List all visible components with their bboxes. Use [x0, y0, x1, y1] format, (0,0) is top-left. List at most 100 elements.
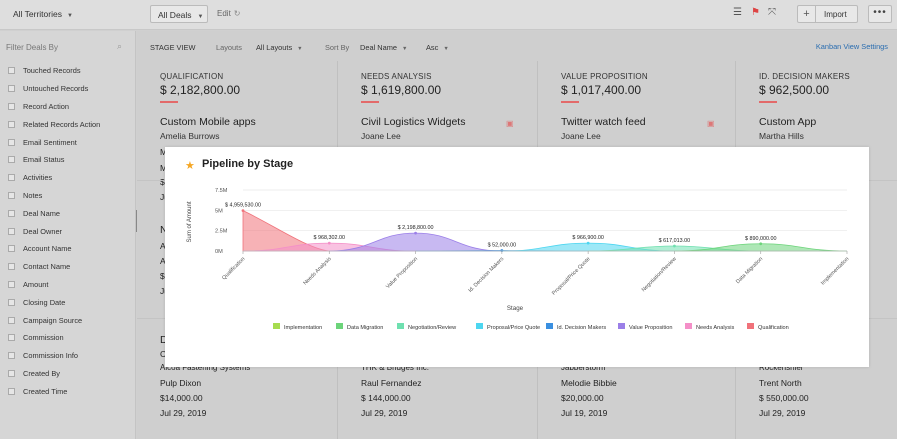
deal-card-contact[interactable]: Joane Lee	[361, 131, 401, 141]
sort-order-dropdown[interactable]: Asc ▼	[426, 43, 449, 52]
stage-amount: $ 962,500.00	[759, 83, 830, 97]
filter-checkbox[interactable]	[8, 369, 15, 377]
deal-card-contact[interactable]: Melodie Bibbie	[561, 378, 617, 388]
filter-item[interactable]: Commission	[8, 329, 100, 347]
filter-checkbox[interactable]	[8, 156, 15, 164]
filter-item[interactable]: Deal Name	[8, 204, 100, 222]
data-label: $ 52,000.00	[488, 243, 516, 249]
calendar-icon[interactable]: ▣	[506, 119, 514, 128]
kanban-view-icon[interactable]: ⚑	[751, 7, 760, 18]
refresh-icon[interactable]: ↻	[233, 9, 241, 18]
x-tick-label: Proposal/Price Quote	[551, 256, 591, 296]
list-view-icon[interactable]: ☰	[733, 7, 742, 18]
stage-name: QUALIFICATION	[160, 72, 224, 81]
filter-checkbox[interactable]	[8, 387, 15, 395]
filter-item[interactable]: Touched Records	[8, 62, 100, 80]
filter-checkbox[interactable]	[8, 209, 15, 217]
filter-item[interactable]: Related Records Action	[8, 115, 100, 133]
deal-card-account[interactable]: Rockenshier	[759, 363, 804, 372]
filter-label: Email Status	[23, 155, 65, 165]
deal-card-amount: $14,000.00	[160, 393, 203, 403]
filter-label: Activities	[23, 173, 53, 183]
sort-field-value: Deal Name	[360, 43, 397, 52]
pipeline-chart: 7.5M 5M 2.5M 0M Sum of Amount $ 4,959,530.00 $…	[187, 188, 850, 331]
chart-view-icon[interactable]: ⤧	[768, 7, 776, 18]
chevron-down-icon: ▼	[197, 14, 204, 20]
filter-label: Untouched Records	[23, 84, 89, 94]
deal-card-contact[interactable]: Joane Lee	[561, 131, 601, 141]
legend-label: Proposal/Price Quote	[487, 325, 540, 331]
filter-checkbox[interactable]	[8, 245, 15, 253]
filter-item[interactable]: Contact Name	[8, 258, 100, 276]
deal-card-title[interactable]: Civil Logistics Widgets	[361, 116, 466, 128]
chevron-down-icon: ▼	[401, 46, 408, 52]
plus-icon[interactable]: +	[798, 6, 816, 22]
deal-card-contact[interactable]: Amelia Burrows	[160, 131, 220, 141]
deal-card-contact[interactable]: Trent North	[759, 378, 802, 388]
filter-item[interactable]: Campaign Source	[8, 311, 100, 329]
territory-dropdown[interactable]: All Territories ▼	[13, 9, 73, 19]
filter-label: Closing Date	[23, 297, 66, 307]
filter-checkbox[interactable]	[8, 67, 15, 75]
filter-item[interactable]: Commission Info	[8, 347, 100, 365]
filter-checkbox[interactable]	[8, 280, 15, 288]
filter-checkbox[interactable]	[8, 316, 15, 324]
deal-card-amount: $ 550,000.00	[759, 393, 809, 403]
filter-item[interactable]: Created By	[8, 365, 100, 383]
y-tick-label: 0M	[215, 249, 223, 255]
kanban-settings-link[interactable]: Kanban View Settings	[815, 42, 888, 51]
data-label: $ 968,302.00	[314, 235, 345, 241]
edit-view-link[interactable]: Edit ↻	[217, 9, 241, 18]
filter-checkbox[interactable]	[8, 298, 15, 306]
filter-checkbox[interactable]	[8, 334, 15, 342]
stage-underline	[160, 101, 178, 103]
filter-checkbox[interactable]	[8, 138, 15, 146]
data-point	[673, 244, 676, 248]
deal-view-dropdown[interactable]: All Deals ▼	[150, 5, 208, 23]
deal-card-contact[interactable]: Martha Hills	[759, 131, 804, 141]
filter-label: Deal Name	[23, 208, 60, 218]
deal-card-contact[interactable]: Pulp Dixon	[160, 378, 202, 388]
filter-item[interactable]: Activities	[8, 169, 100, 187]
filter-item[interactable]: Untouched Records	[8, 80, 100, 98]
deal-card-date: Jul 29, 2019	[759, 408, 806, 418]
filter-item[interactable]: Created Time	[8, 382, 100, 400]
y-tick-label: 2.5M	[215, 229, 228, 235]
filter-item[interactable]: Amount	[8, 276, 100, 294]
import-button[interactable]: + Import	[797, 5, 858, 23]
filter-label: Campaign Source	[23, 315, 83, 325]
calendar-icon[interactable]: ▣	[707, 119, 715, 128]
sort-field-dropdown[interactable]: Deal Name ▼	[360, 43, 407, 52]
deal-card-account[interactable]: THK & Bridges Inc.	[361, 363, 430, 372]
card-fragment: A	[160, 241, 166, 251]
more-options-button[interactable]: •••	[868, 5, 892, 23]
star-icon[interactable]: ★	[185, 160, 195, 172]
deal-card-title[interactable]: Custom App	[759, 116, 817, 128]
filter-checkbox[interactable]	[8, 102, 15, 110]
filter-checkbox[interactable]	[8, 263, 15, 271]
card-fragment: $	[160, 177, 165, 187]
deal-card-account[interactable]: Jabberstorm	[561, 363, 606, 372]
filter-checkbox[interactable]	[8, 85, 15, 93]
layouts-dropdown[interactable]: All Layouts ▼	[256, 43, 303, 52]
search-icon[interactable]: ⌕	[117, 41, 123, 51]
filter-item[interactable]: Closing Date	[8, 293, 100, 311]
filter-checkbox[interactable]	[8, 191, 15, 199]
deal-card-title[interactable]: Custom Mobile apps	[160, 116, 256, 128]
data-point	[759, 242, 763, 246]
filter-checkbox[interactable]	[8, 352, 15, 360]
filter-checkbox[interactable]	[8, 174, 15, 182]
filter-checkbox[interactable]	[8, 227, 15, 235]
filter-item[interactable]: Email Status	[8, 151, 100, 169]
deal-card-title[interactable]: Twitter watch feed	[561, 116, 646, 128]
deal-card-account[interactable]: Alcoa Fastening Systems	[160, 363, 251, 372]
filter-item[interactable]: Deal Owner	[8, 222, 100, 240]
deal-card-contact[interactable]: Raul Fernandez	[361, 378, 422, 388]
filter-item[interactable]: Notes	[8, 187, 100, 205]
filter-item[interactable]: Email Sentiment	[8, 133, 100, 151]
filter-item[interactable]: Record Action	[8, 98, 100, 116]
x-tick-label: Implementation	[820, 256, 850, 286]
filter-item[interactable]: Account Name	[8, 240, 100, 258]
stage-underline	[361, 101, 379, 103]
filter-checkbox[interactable]	[8, 120, 15, 128]
